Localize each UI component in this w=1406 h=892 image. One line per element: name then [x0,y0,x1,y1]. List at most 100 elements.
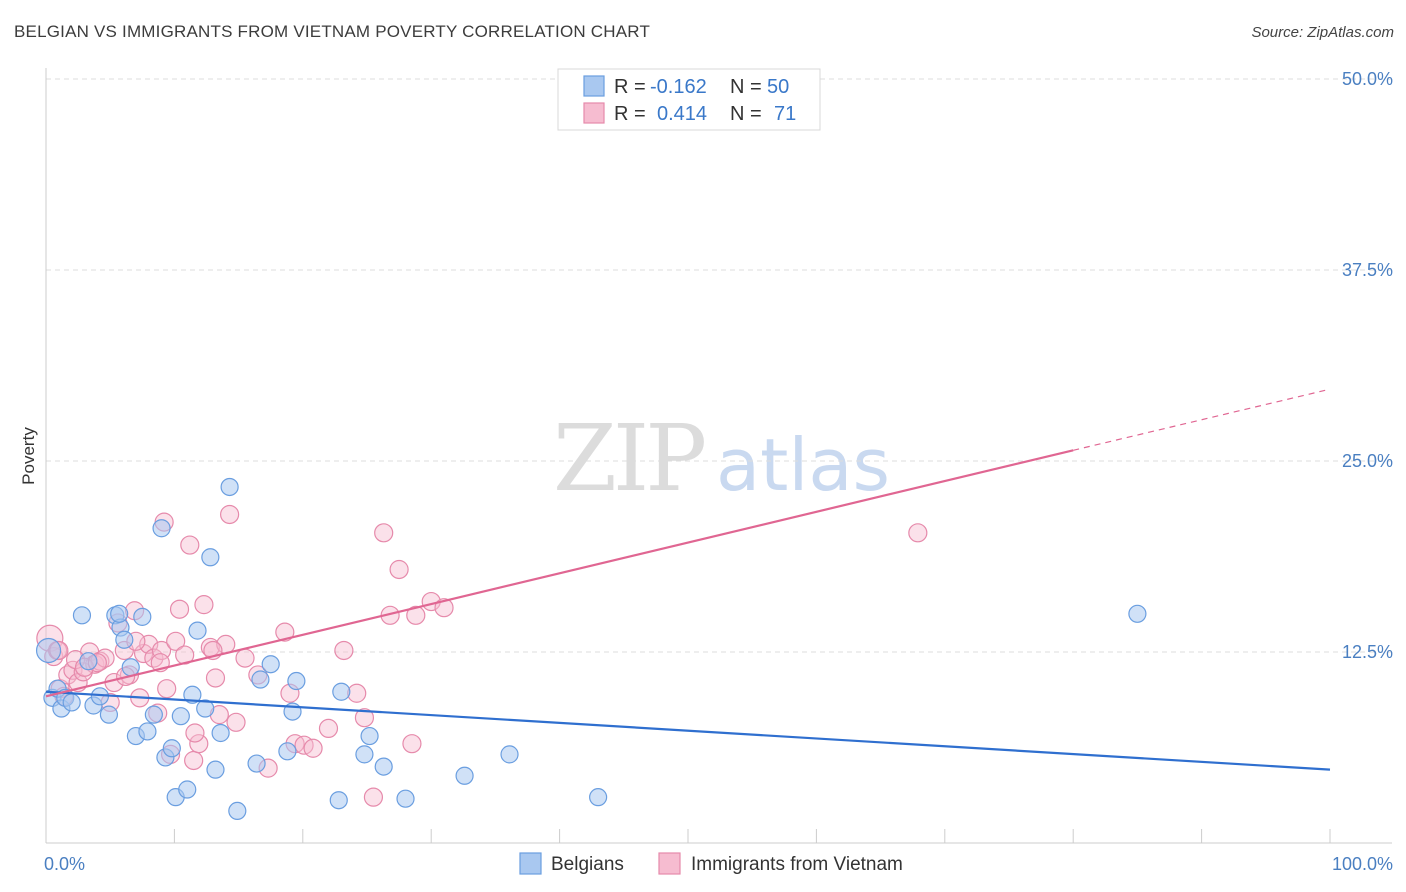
bottom-legend-label-vietnam: Immigrants from Vietnam [691,854,903,875]
grid-lines [46,78,1392,653]
data-point-belgians [72,606,92,625]
data-point-vietnam [275,622,295,642]
data-point-vietnam [220,504,240,525]
bottom-legend-swatch-vietnam [658,852,681,875]
data-point-belgians [110,604,129,623]
data-point-belgians [79,652,98,671]
data-point-vietnam [185,723,205,743]
data-point-vietnam [354,708,375,728]
data-point-belgians [62,693,81,712]
y-axis-label: Poverty [19,427,38,485]
data-point-vietnam [363,787,384,807]
data-point-belgians [162,739,181,758]
data-point-belgians [374,757,393,776]
data-point-belgians [121,658,140,677]
data-point-belgians [261,655,280,674]
data-point-belgians [211,723,230,743]
data-point-belgians [138,722,157,741]
series-belgians-points [35,477,1147,821]
data-point-vietnam [347,683,367,703]
data-point-belgians [228,801,247,821]
data-point-vietnam [402,734,422,754]
data-point-vietnam [389,559,409,580]
legend-n-label-belgians: N = [730,76,762,98]
data-point-vietnam [180,535,200,555]
data-point-vietnam [334,640,354,661]
series-legend: Belgians Immigrants from Vietnam [519,852,903,875]
x-tick-label: 0.0% [44,854,85,874]
data-point-vietnam [374,523,394,543]
data-point-belgians [133,607,152,626]
data-point-vietnam [226,712,246,732]
data-point-belgians [196,699,215,718]
legend-r-value-belgians: -0.162 [650,76,707,98]
chart-title: BELGIAN VS IMMIGRANTS FROM VIETNAM POVER… [14,22,651,41]
data-point-vietnam [157,679,177,699]
trend-line-vietnam [45,449,1074,698]
data-point-vietnam [169,599,190,619]
legend-swatch-belgians [583,75,605,97]
data-point-vietnam [908,523,928,543]
legend-r-label-vietnam: R = [614,103,646,125]
y-tick-label: 50.0% [1342,69,1393,89]
data-point-belgians [188,621,207,640]
data-point-belgians [396,789,415,808]
data-point-vietnam [235,648,255,668]
legend-n-label-vietnam: N = [730,103,762,125]
bottom-legend-label-belgians: Belgians [551,854,624,875]
legend-r-label-belgians: R = [614,76,646,98]
watermark-atlas: atlas [716,423,890,507]
data-point-belgians [115,630,134,649]
data-point-belgians [355,745,374,764]
data-point-belgians [500,745,519,764]
data-point-belgians [332,682,351,701]
axes [45,68,1392,844]
data-point-belgians [1128,604,1147,623]
y-tick-labels: 12.5% 25.0% 37.5% 50.0% [1342,69,1393,662]
data-point-belgians [171,707,190,726]
stats-legend: R = -0.162 N = 50 R = 0.414 N = 71 [557,68,821,131]
data-point-belgians [589,788,608,807]
data-point-belgians [278,742,297,761]
legend-n-value-vietnam: 71 [774,103,796,125]
bottom-legend-swatch-belgians [519,852,542,875]
data-point-vietnam [303,738,323,758]
trend-line-belgians [45,690,1331,771]
data-point-belgians [201,548,220,567]
trend-line-vietnam-extension [1073,388,1331,451]
legend-r-value-vietnam: 0.414 [657,103,707,125]
data-point-vietnam [194,595,214,615]
data-point-vietnam [406,605,426,625]
data-point-belgians [360,726,379,746]
watermark-zip: ZIP [553,405,704,512]
data-point-vietnam [151,640,172,661]
data-point-belgians [455,766,474,785]
source-label: Source: ZipAtlas.com [1251,24,1394,41]
data-point-vietnam [189,734,209,754]
data-point-vietnam [205,668,226,688]
data-point-belgians [35,637,62,664]
data-point-vietnam [318,718,339,739]
data-point-belgians [152,519,171,538]
data-point-belgians [247,754,266,773]
data-point-vietnam [184,750,204,771]
data-point-belgians [287,671,306,691]
data-point-belgians [220,477,239,497]
x-tick-label: 100.0% [1332,854,1393,874]
data-point-belgians [144,705,163,724]
trend-lines [45,388,1331,771]
y-tick-label: 12.5% [1342,642,1393,662]
data-point-belgians [329,791,348,810]
y-tick-label: 25.0% [1342,451,1393,471]
data-point-belgians [99,705,119,724]
data-point-belgians [178,780,197,799]
data-point-belgians [251,670,270,689]
data-point-belgians [183,685,202,704]
legend-swatch-vietnam [583,102,605,124]
legend-n-value-belgians: 50 [767,76,789,98]
data-point-belgians [206,760,225,779]
y-tick-label: 37.5% [1342,260,1393,280]
data-point-vietnam [166,631,186,651]
x-tick-labels: 0.0% 100.0% [44,854,1393,874]
